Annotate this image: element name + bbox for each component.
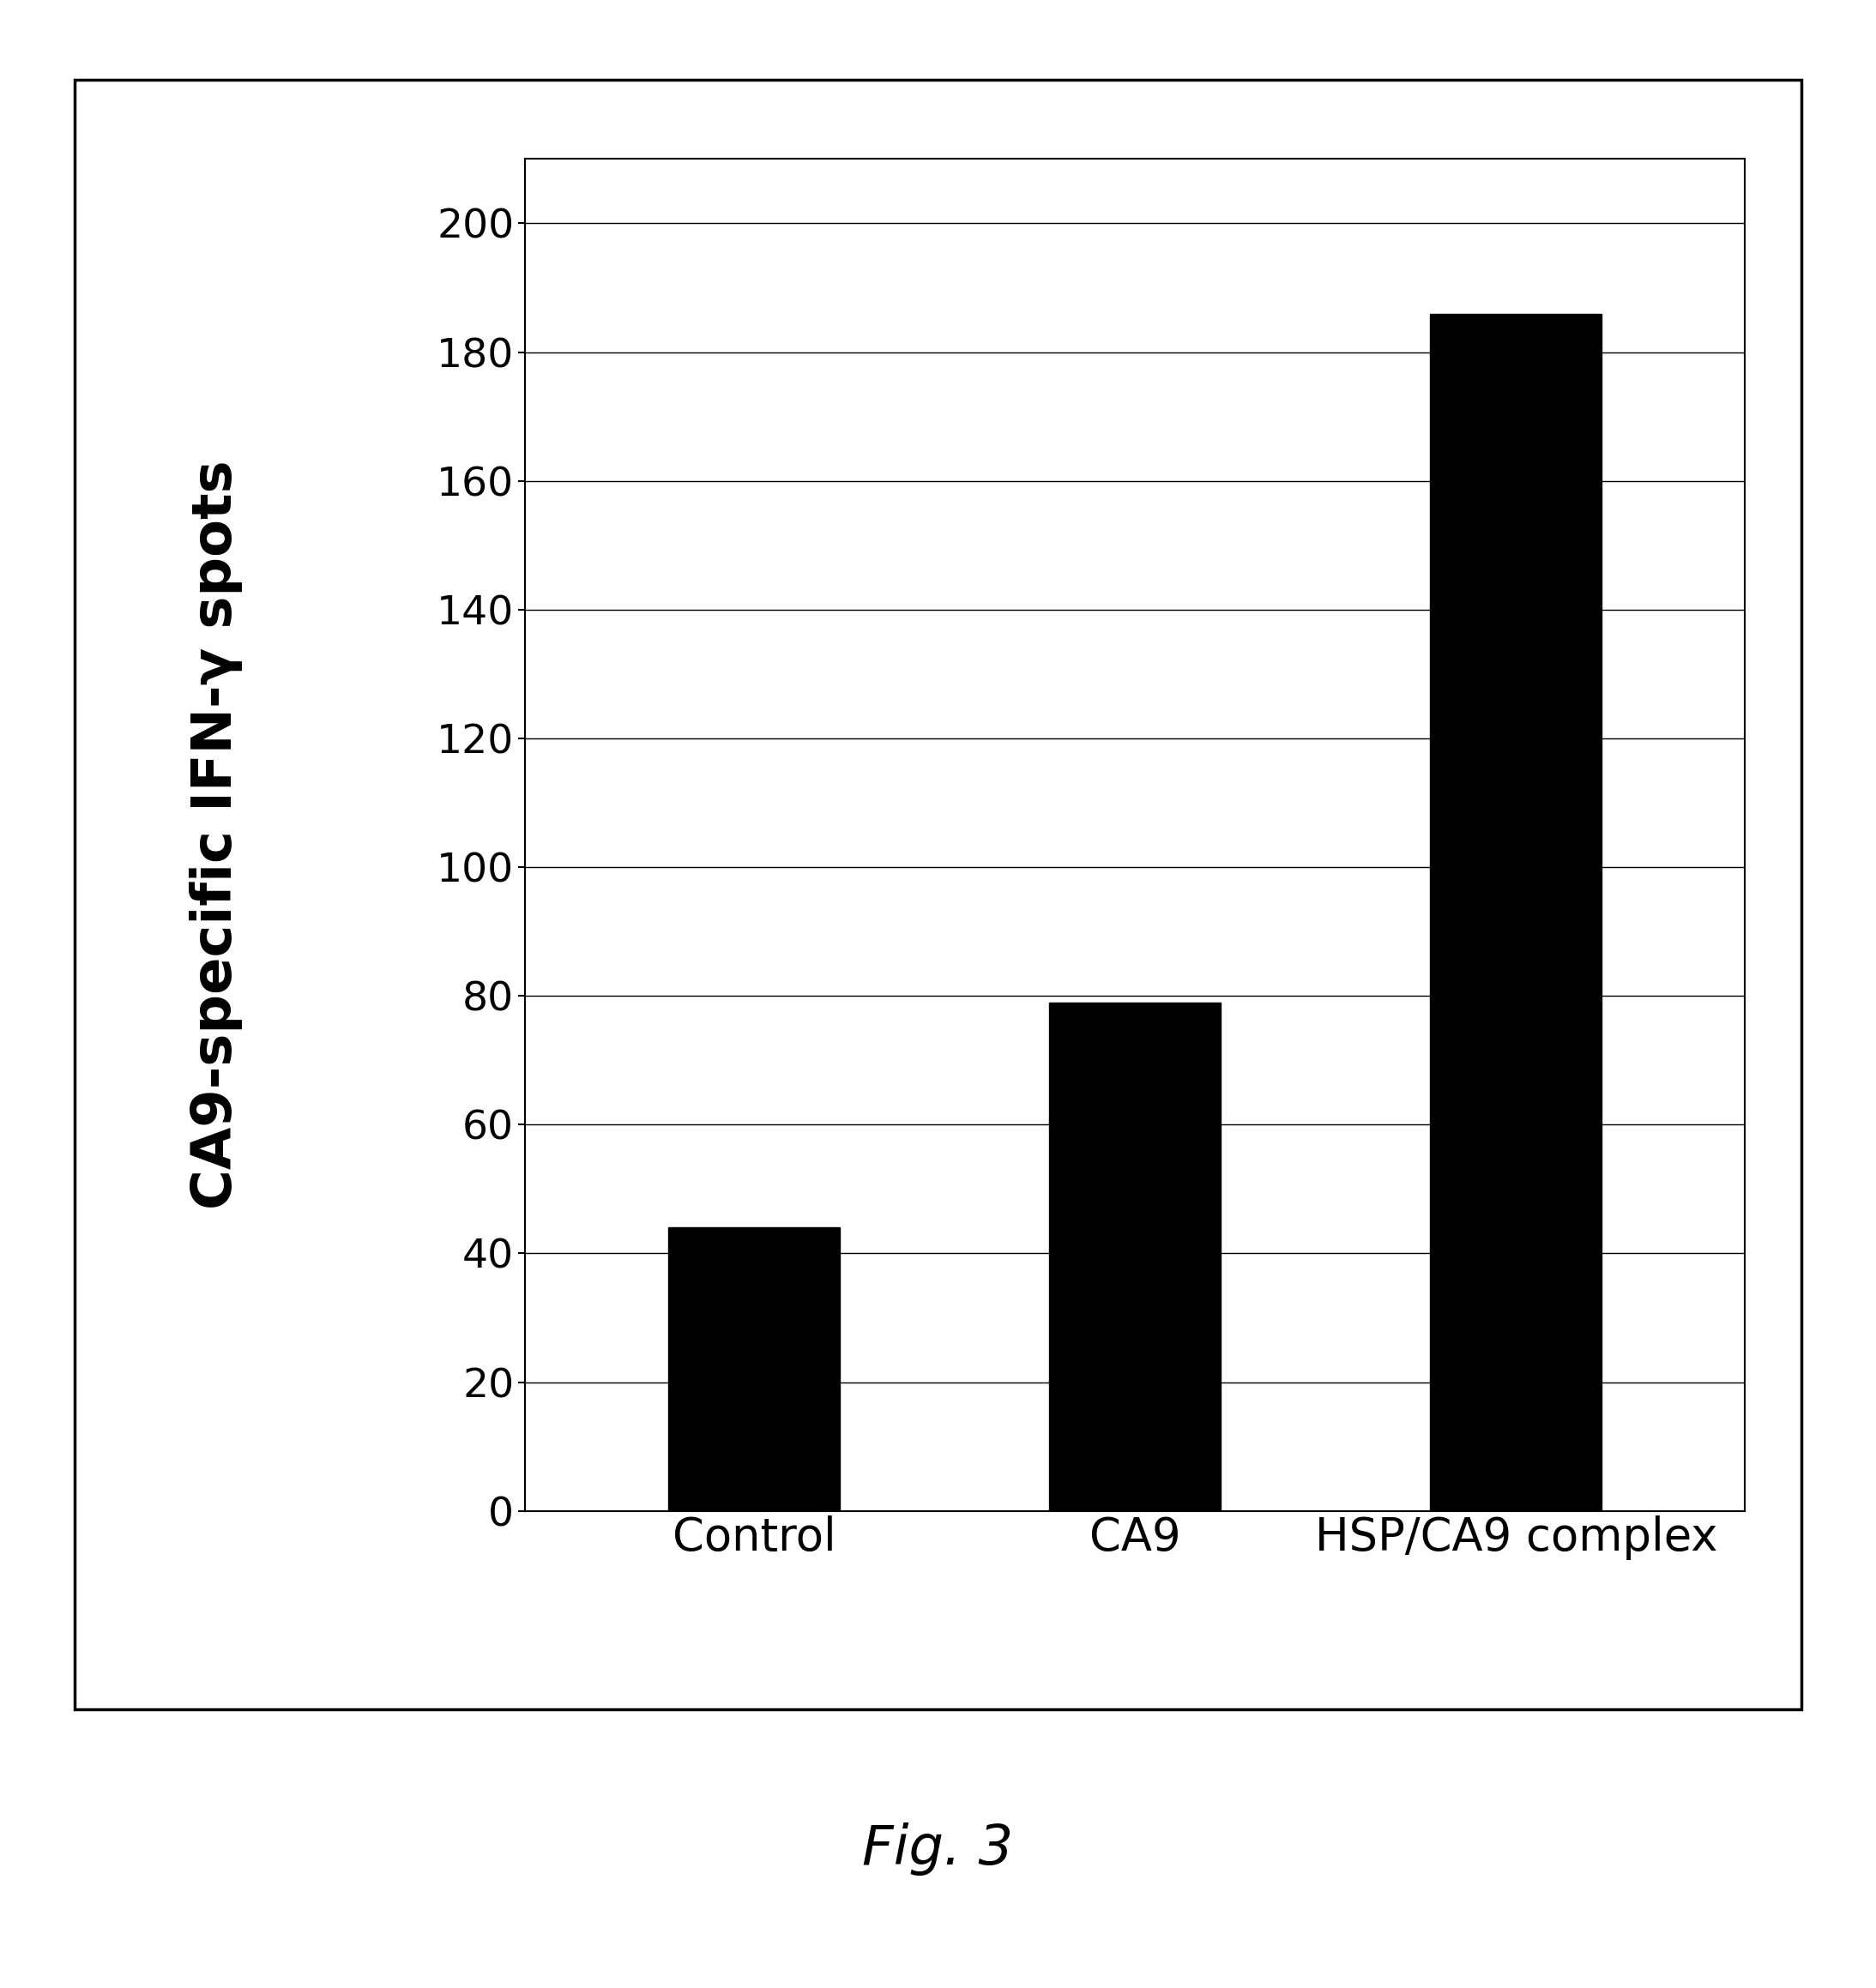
Bar [668, 1229, 840, 1511]
Text: Fig. 3: Fig. 3 [863, 1823, 1013, 1875]
Bar [1049, 1002, 1221, 1511]
Bar [1430, 314, 1602, 1511]
Text: CA9-specific IFN-γ spots: CA9-specific IFN-γ spots [189, 461, 242, 1209]
